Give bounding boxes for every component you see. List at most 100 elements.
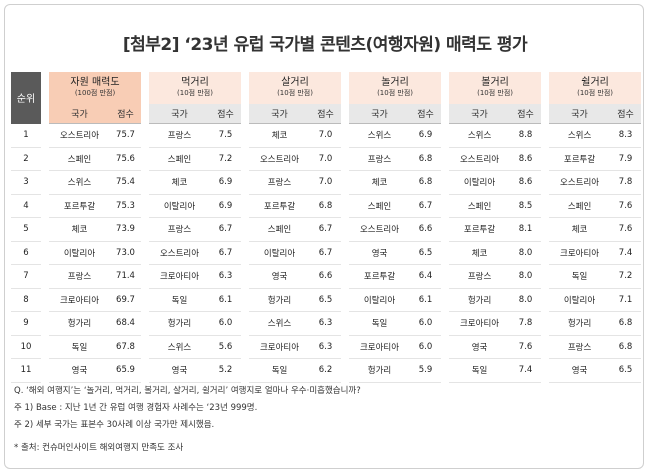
score-cell: 6.0 — [410, 335, 442, 359]
country-column-header: 국가 — [449, 104, 511, 124]
country-cell: 프랑스 — [249, 170, 311, 195]
group-scale: (10점 만점) — [577, 89, 614, 97]
country-cell: 크로아티아 — [349, 335, 411, 359]
score-cell: 6.6 — [310, 264, 342, 289]
score-cell: 7.4 — [610, 241, 642, 265]
score-cell: 6.4 — [410, 264, 442, 289]
column-gap — [341, 311, 350, 335]
column-gap — [241, 217, 250, 241]
group-header: 놀거리 (10점 만점) — [349, 72, 442, 104]
country-cell: 스페인 — [49, 147, 110, 171]
country-cell: 이탈리아 — [49, 241, 110, 265]
country-cell: 영국 — [49, 358, 110, 383]
rank-cell: 2 — [11, 147, 41, 171]
score-cell: 7.4 — [510, 358, 542, 383]
country-column-header: 국가 — [149, 104, 210, 124]
column-gap — [441, 217, 450, 241]
column-gap — [241, 335, 250, 359]
country-cell: 스페인 — [549, 194, 611, 218]
group-name: 쉴거리 — [581, 77, 609, 88]
score-cell: 6.0 — [210, 311, 242, 336]
country-cell: 독일 — [449, 358, 511, 383]
country-cell: 영국 — [249, 264, 311, 289]
column-gap — [241, 72, 250, 124]
column-gap — [141, 311, 149, 335]
column-gap — [441, 147, 450, 171]
country-cell: 스페인 — [249, 217, 311, 242]
country-column-header: 국가 — [349, 104, 411, 124]
country-cell: 헝가리 — [449, 288, 511, 312]
score-column-header: 점수 — [410, 104, 442, 124]
column-gap — [341, 217, 350, 241]
score-cell: 6.7 — [410, 194, 442, 218]
rank-cell: 3 — [11, 170, 41, 195]
column-gap — [141, 335, 149, 359]
group-name: 볼거리 — [481, 77, 509, 88]
column-gap — [541, 147, 550, 171]
column-gap — [241, 288, 250, 312]
country-cell: 헝가리 — [349, 358, 411, 383]
column-gap — [441, 264, 450, 288]
group-header: 자원 매력도 (100점 만점) — [49, 72, 141, 104]
score-cell: 6.1 — [410, 288, 442, 312]
score-cell: 6.7 — [310, 241, 342, 265]
group-scale: (10점 만점) — [277, 89, 313, 97]
column-gap — [241, 358, 250, 382]
score-cell: 6.3 — [310, 311, 342, 336]
rank-cell: 7 — [11, 264, 41, 289]
country-cell: 체코 — [149, 170, 210, 195]
score-column-header: 점수 — [110, 104, 141, 124]
country-cell: 프랑스 — [149, 123, 210, 148]
group-header: 살거리 (10점 만점) — [249, 72, 342, 104]
score-cell: 6.5 — [610, 358, 642, 383]
column-gap — [41, 241, 49, 265]
score-cell: 6.8 — [310, 194, 342, 218]
column-gap — [541, 241, 550, 265]
country-cell: 체코 — [49, 217, 110, 242]
country-cell: 체코 — [449, 241, 511, 265]
score-cell: 5.2 — [210, 358, 242, 383]
table-row: 8 크로아티아 69.7 독일 6.1 헝가리 6.5 이탈리아 6.1 헝가리 8.0 이탈리아 7.… — [11, 288, 642, 312]
score-cell: 8.6 — [510, 170, 542, 195]
table-row: 3 스위스 75.4 체코 6.9 프랑스 7.0 체코 6.8 이탈리아 8.6 오스트리아 7.8 — [11, 170, 642, 195]
score-cell: 7.8 — [510, 311, 542, 336]
country-cell: 헝가리 — [149, 311, 210, 336]
table-row: 9 헝가리 68.4 헝가리 6.0 스위스 6.3 독일 6.0 크로아티아 7.8 헝가리 6.8 — [11, 311, 642, 336]
column-gap — [41, 147, 49, 171]
column-gap — [341, 288, 350, 312]
country-cell: 스위스 — [449, 123, 511, 148]
column-gap — [41, 264, 49, 288]
score-cell: 8.8 — [510, 123, 542, 148]
column-gap — [41, 170, 49, 194]
group-name: 살거리 — [281, 77, 309, 88]
content-frame — [4, 4, 644, 469]
column-gap — [41, 217, 49, 241]
column-gap — [141, 264, 149, 288]
country-cell: 영국 — [349, 241, 411, 265]
score-cell: 7.6 — [510, 335, 542, 359]
score-cell: 5.9 — [410, 358, 442, 383]
score-cell: 7.2 — [610, 264, 642, 289]
country-cell: 스페인 — [349, 194, 411, 218]
table-row: 4 포르투갈 75.3 이탈리아 6.9 포르투갈 6.8 스페인 6.7 스페인 8.5 스페인 7.… — [11, 194, 642, 218]
country-cell: 포르투갈 — [249, 194, 311, 218]
score-cell: 6.7 — [210, 217, 242, 242]
country-cell: 독일 — [49, 335, 110, 359]
country-cell: 스위스 — [49, 170, 110, 195]
column-gap — [241, 264, 250, 288]
table-row: 6 이탈리아 73.0 오스트리아 6.7 이탈리아 6.7 영국 6.5 체코 8.0 크로아티아 7… — [11, 241, 642, 265]
column-gap — [441, 123, 450, 147]
column-gap — [541, 72, 550, 124]
country-cell: 영국 — [449, 335, 511, 359]
score-cell: 6.8 — [610, 335, 642, 359]
score-cell: 6.8 — [410, 170, 442, 195]
attraction-table: 순위 자원 매력도 (100점 만점) 먹거리 (10점 만점) 살거리 (10점 만점) 놀… — [11, 72, 642, 383]
score-cell: 5.6 — [210, 335, 242, 359]
column-gap — [341, 335, 350, 359]
column-gap — [241, 241, 250, 265]
group-header: 볼거리 (10점 만점) — [449, 72, 542, 104]
group-name: 먹거리 — [181, 77, 209, 88]
score-cell: 6.2 — [310, 358, 342, 383]
column-gap — [341, 358, 350, 382]
column-gap — [141, 170, 149, 194]
